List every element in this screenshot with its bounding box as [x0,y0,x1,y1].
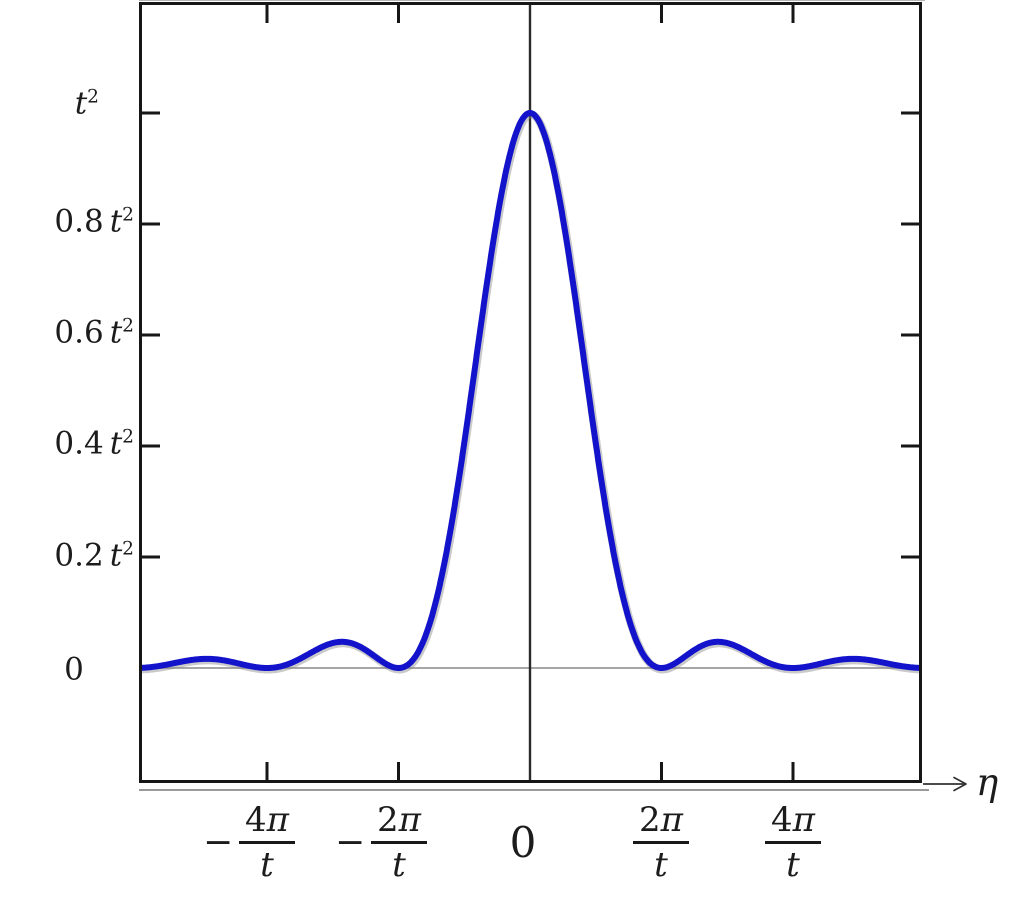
fraction: 4π t [239,801,295,884]
numerator-digit: 4 [245,800,267,840]
y-tick-symbol-t: t [109,314,123,351]
y-tick-exponent: 2 [122,426,134,448]
pi-symbol: π [660,800,683,840]
y-tick-exponent: 2 [87,86,99,108]
minus-sign: − [203,822,234,863]
x-axis-arrow-icon [923,776,967,792]
y-tick-coefficient: 0.6 [54,314,104,351]
x-axis-symbol-eta: η [976,761,999,804]
y-tick-exponent: 2 [122,204,134,226]
y-tick-symbol-t: t [109,537,123,574]
fraction-numerator: 4π [765,800,821,845]
pi-symbol: π [398,800,421,840]
y-tick-coefficient: 0 [64,651,84,688]
y-tick-label-0-8-t2: 0.8 t2 [0,203,134,240]
y-tick-label-0-6-t2: 0.6 t2 [0,314,134,351]
fraction: 2π t [371,801,427,884]
x-tick-label-zero: 0 [509,818,537,867]
fraction: 2π t [633,801,689,884]
fraction-denominator: t [392,845,406,886]
plot-canvas [139,2,922,783]
y-tick-symbol-t: t [74,85,88,122]
numerator-digit: 4 [771,800,793,840]
y-tick-symbol-t: t [109,203,123,240]
x-tick-label-neg-4pi-over-t: − 4π t [203,801,295,884]
y-tick-symbol-t: t [109,425,123,462]
fraction-numerator: 2π [371,800,427,845]
y-tick-coefficient: 0.2 [54,537,104,574]
fraction-denominator: t [260,845,274,886]
plot-box-bottom-shadow-line [139,789,929,791]
x-tick-label-neg-2pi-over-t: − 2π t [335,801,427,884]
fraction-denominator: t [654,845,668,886]
fraction-numerator: 4π [239,800,295,845]
y-tick-label-t2: t2 [0,85,99,122]
y-tick-coefficient: 0.4 [54,425,104,462]
plot-box-top-shadow-line [139,0,925,1]
pi-symbol: π [792,800,815,840]
pi-symbol: π [266,800,289,840]
y-tick-exponent: 2 [122,315,134,337]
fraction-numerator: 2π [633,800,689,845]
numerator-digit: 2 [639,800,661,840]
y-tick-label-0-4-t2: 0.4 t2 [0,425,134,462]
y-tick-exponent: 2 [122,538,134,560]
y-tick-label-zero: 0 [45,654,103,685]
minus-sign: − [335,822,366,863]
x-tick-label-2pi-over-t: 2π t [633,801,689,884]
numerator-digit: 2 [377,800,399,840]
y-tick-label-0-2-t2: 0.2 t2 [0,537,134,574]
fraction: 4π t [765,801,821,884]
y-tick-coefficient: 0.8 [54,203,104,240]
x-tick-label-4pi-over-t: 4π t [765,801,821,884]
fraction-denominator: t [786,845,800,886]
